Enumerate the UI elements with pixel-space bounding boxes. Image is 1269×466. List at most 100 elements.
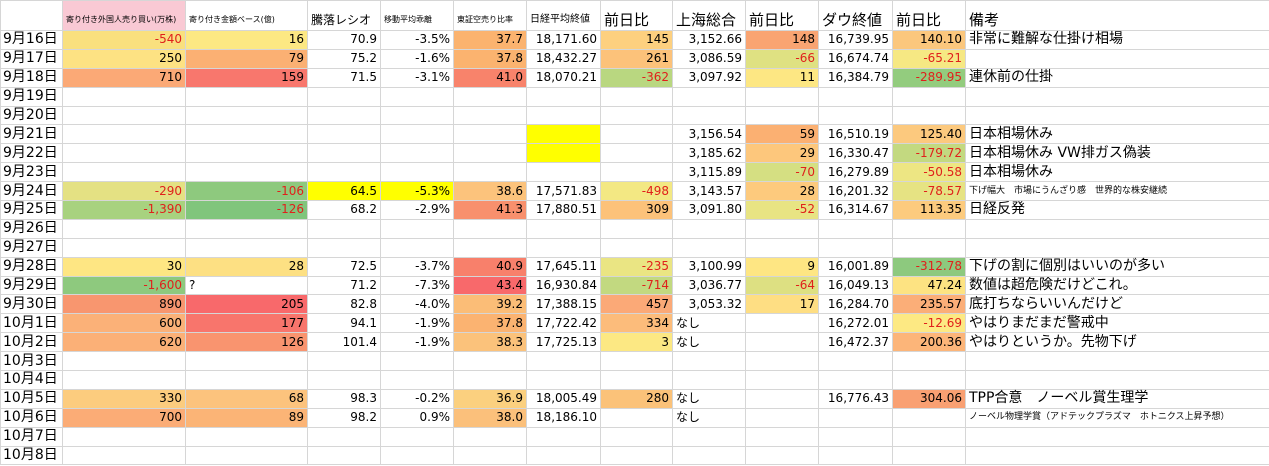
- value-cell: [672, 218, 746, 239]
- value-cell: [892, 370, 966, 390]
- header-cell: 寄り付き金額ベース(億): [185, 0, 308, 31]
- value-cell: [892, 407, 966, 428]
- value-cell: 16,776.43: [818, 388, 893, 409]
- data-row: 9月22日 3,185.62 29 16,330.47 -179.72 日本相場休み VW…: [0, 143, 1269, 164]
- header-cell: 日経平均終値: [526, 0, 601, 31]
- value-cell: 3,036.77: [672, 275, 746, 296]
- value-cell: なし: [672, 332, 746, 353]
- date-cell: 9月18日: [0, 67, 63, 88]
- value-cell: 71.2: [307, 275, 381, 296]
- date-cell: 9月16日: [0, 30, 63, 50]
- value-cell: [185, 105, 308, 126]
- value-cell: 101.4: [307, 332, 381, 353]
- value-cell: [526, 218, 601, 239]
- value-cell: 18,005.49: [526, 388, 601, 409]
- value-cell: 37.7: [453, 30, 527, 50]
- data-row: 9月18日 710 159 71.5 -3.1% 41.0 18,070.21 -362 3,0…: [0, 67, 1269, 88]
- value-cell: 890: [62, 294, 186, 315]
- value-cell: 98.3: [307, 388, 381, 409]
- note-cell: [965, 370, 1269, 390]
- value-cell: 17: [745, 294, 819, 315]
- data-row: 10月3日: [0, 351, 1269, 372]
- value-cell: 3,100.99: [672, 256, 746, 277]
- value-cell: -498: [600, 181, 673, 202]
- value-cell: 17,645.11: [526, 256, 601, 277]
- value-cell: [892, 445, 966, 466]
- value-cell: 79: [185, 48, 308, 69]
- value-cell: 36.9: [453, 388, 527, 409]
- value-cell: [600, 445, 673, 466]
- value-cell: [892, 105, 966, 126]
- value-cell: [818, 237, 893, 258]
- value-cell: [380, 237, 454, 258]
- value-cell: -1.9%: [380, 313, 454, 334]
- value-cell: [745, 237, 819, 258]
- value-cell: -64: [745, 275, 819, 296]
- value-cell: 43.4: [453, 275, 527, 296]
- data-row: 10月2日 620 126 101.4 -1.9% 38.3 17,725.13 3 なし 16,…: [0, 332, 1269, 353]
- value-cell: [380, 445, 454, 466]
- value-cell: [672, 351, 746, 372]
- value-cell: 140.10: [892, 30, 966, 50]
- value-cell: [453, 351, 527, 372]
- value-cell: 16,001.89: [818, 256, 893, 277]
- value-cell: [600, 426, 673, 447]
- value-cell: 18,432.27: [526, 48, 601, 69]
- value-cell: [62, 218, 186, 239]
- date-cell: 10月2日: [0, 332, 63, 353]
- value-cell: [745, 218, 819, 239]
- value-cell: 94.1: [307, 313, 381, 334]
- date-cell: 9月30日: [0, 294, 63, 315]
- note-cell: 底打ちならいいんだけど: [965, 294, 1269, 315]
- value-cell: [380, 162, 454, 183]
- date-cell: 10月5日: [0, 388, 63, 409]
- value-cell: -289.95: [892, 67, 966, 88]
- value-cell: [745, 388, 819, 409]
- value-cell: 17,880.51: [526, 200, 601, 220]
- value-cell: [745, 86, 819, 107]
- value-cell: 16,284.70: [818, 294, 893, 315]
- value-cell: 620: [62, 332, 186, 353]
- value-cell: [380, 105, 454, 126]
- value-cell: [307, 105, 381, 126]
- value-cell: -290: [62, 181, 186, 202]
- value-cell: [600, 370, 673, 390]
- value-cell: [672, 237, 746, 258]
- value-cell: [745, 407, 819, 428]
- value-cell: 64.5: [307, 181, 381, 202]
- value-cell: [453, 218, 527, 239]
- value-cell: [185, 445, 308, 466]
- value-cell: [600, 237, 673, 258]
- value-cell: 18,186.10: [526, 407, 601, 428]
- value-cell: 41.3: [453, 200, 527, 220]
- value-cell: -2.9%: [380, 200, 454, 220]
- value-cell: [600, 351, 673, 372]
- value-cell: [453, 143, 527, 164]
- value-cell: [745, 445, 819, 466]
- value-cell: -3.1%: [380, 67, 454, 88]
- data-row: 9月25日 -1,390 -126 68.2 -2.9% 41.3 17,880.51 309…: [0, 200, 1269, 220]
- value-cell: [185, 237, 308, 258]
- note-cell: [965, 445, 1269, 466]
- data-row: 9月23日 3,115.89 -70 16,279.89 -50.58 日本相場休み: [0, 162, 1269, 183]
- value-cell: 16,272.01: [818, 313, 893, 334]
- value-cell: [380, 370, 454, 390]
- value-cell: 98.2: [307, 407, 381, 428]
- value-cell: 39.2: [453, 294, 527, 315]
- value-cell: [526, 237, 601, 258]
- value-cell: 16,739.95: [818, 30, 893, 50]
- value-cell: -7.3%: [380, 275, 454, 296]
- value-cell: [62, 105, 186, 126]
- date-cell: 10月8日: [0, 445, 63, 466]
- value-cell: [526, 124, 601, 145]
- value-cell: 37.8: [453, 313, 527, 334]
- value-cell: 126: [185, 332, 308, 353]
- value-cell: [672, 86, 746, 107]
- value-cell: [453, 237, 527, 258]
- value-cell: ?: [185, 275, 308, 296]
- data-row: 10月7日: [0, 426, 1269, 447]
- value-cell: 200.36: [892, 332, 966, 353]
- date-cell: 10月3日: [0, 351, 63, 372]
